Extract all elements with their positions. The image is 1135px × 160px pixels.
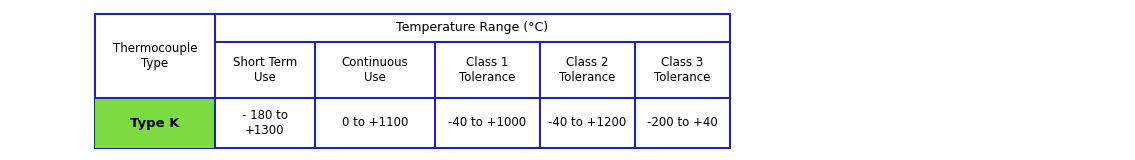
Text: -40 to +1000: -40 to +1000 bbox=[448, 116, 527, 129]
Text: Temperature Range (°C): Temperature Range (°C) bbox=[396, 21, 548, 35]
Bar bbox=[95, 98, 215, 148]
Text: -200 to +40: -200 to +40 bbox=[647, 116, 717, 129]
Text: Class 3
Tolerance: Class 3 Tolerance bbox=[654, 56, 711, 84]
Text: - 180 to
+1300: - 180 to +1300 bbox=[242, 109, 288, 137]
Text: Type K: Type K bbox=[131, 116, 179, 129]
Bar bbox=[95, 14, 730, 148]
Text: Continuous
Use: Continuous Use bbox=[342, 56, 409, 84]
Text: -40 to +1200: -40 to +1200 bbox=[548, 116, 627, 129]
Text: Short Term
Use: Short Term Use bbox=[233, 56, 297, 84]
Text: Thermocouple
Type: Thermocouple Type bbox=[112, 42, 197, 70]
Text: Class 1
Tolerance: Class 1 Tolerance bbox=[460, 56, 515, 84]
Text: 0 to +1100: 0 to +1100 bbox=[342, 116, 409, 129]
Text: Class 2
Tolerance: Class 2 Tolerance bbox=[560, 56, 615, 84]
